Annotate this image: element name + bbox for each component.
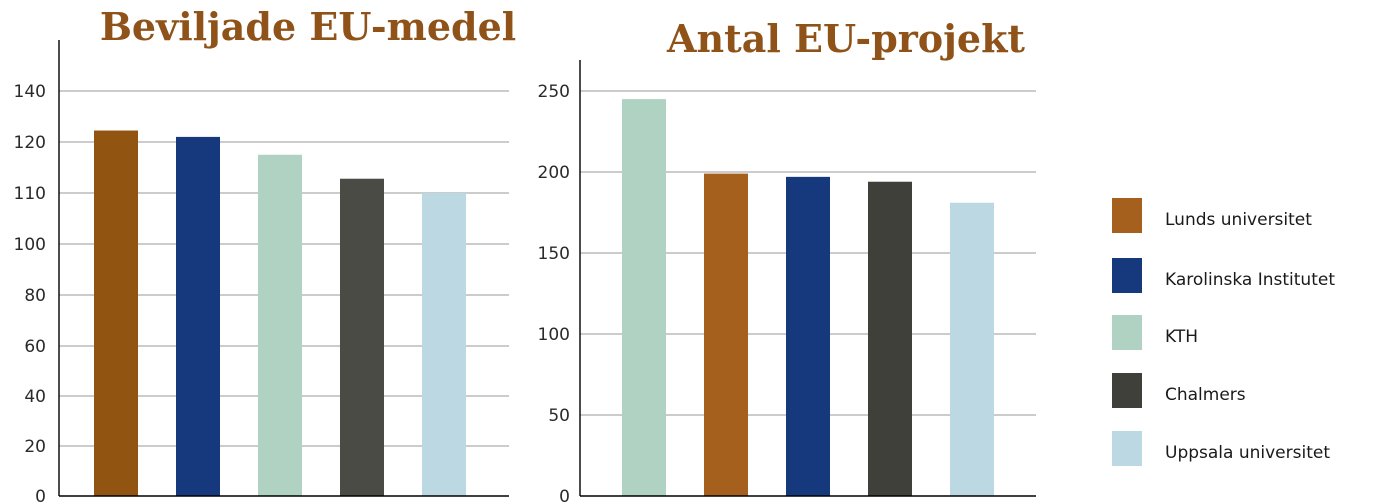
- legend-swatch-kth: [1112, 315, 1142, 350]
- chart-title-beviljade-eu-medel: Beviljade EU-medel: [100, 4, 516, 49]
- y-tick-label: 50: [548, 406, 570, 426]
- legend: Lunds universitet Karolinska Institutet KT…: [1112, 198, 1335, 466]
- chart-beviljade-eu-medel: 0 20 40 60 80 100 110 120 140: [14, 40, 509, 503]
- y-tick-label: 150: [538, 244, 570, 264]
- bar-lunds-universitet: [704, 173, 748, 496]
- y-tick-label: 40: [24, 387, 46, 407]
- legend-label-kth: KTH: [1165, 327, 1198, 347]
- bar-chalmers: [340, 178, 384, 496]
- legend-label-karolinska-institutet: Karolinska Institutet: [1165, 270, 1335, 290]
- y-tick-label: 60: [24, 337, 46, 357]
- y-tick-label: 110: [14, 184, 46, 204]
- y-tick-label: 120: [14, 133, 46, 153]
- bar-chalmers: [868, 181, 912, 496]
- legend-label-uppsala-universitet: Uppsala universitet: [1165, 443, 1330, 463]
- y-tick-label: 80: [24, 286, 46, 306]
- chart-antal-eu-projekt: 0 50 100 150 200 250: [538, 60, 1036, 503]
- bar-uppsala-universitet: [950, 202, 994, 496]
- y-tick-label: 140: [14, 82, 46, 102]
- legend-swatch-chalmers: [1112, 373, 1142, 408]
- bar-karolinska-institutet: [786, 176, 830, 497]
- y-tick-label: 100: [14, 235, 46, 255]
- y-tick-label: 250: [538, 82, 570, 102]
- y-tick-label: 200: [538, 163, 570, 183]
- bar-karolinska-institutet: [176, 136, 220, 496]
- chart-title-antal-eu-projekt: Antal EU-projekt: [666, 16, 1025, 61]
- bar-kth: [622, 99, 666, 496]
- y-tick-label: 0: [35, 487, 46, 503]
- legend-label-lunds-universitet: Lunds universitet: [1165, 210, 1312, 230]
- bar-kth: [258, 154, 302, 496]
- bar-lunds-universitet: [94, 130, 138, 496]
- y-tick-label: 100: [538, 325, 570, 345]
- legend-swatch-karolinska-institutet: [1112, 258, 1142, 293]
- legend-swatch-lunds-universitet: [1112, 198, 1142, 233]
- legend-swatch-uppsala-universitet: [1112, 431, 1142, 466]
- legend-label-chalmers: Chalmers: [1165, 385, 1246, 405]
- y-tick-label: 0: [559, 487, 570, 503]
- bar-uppsala-universitet: [422, 193, 466, 496]
- y-tick-label: 20: [24, 437, 46, 457]
